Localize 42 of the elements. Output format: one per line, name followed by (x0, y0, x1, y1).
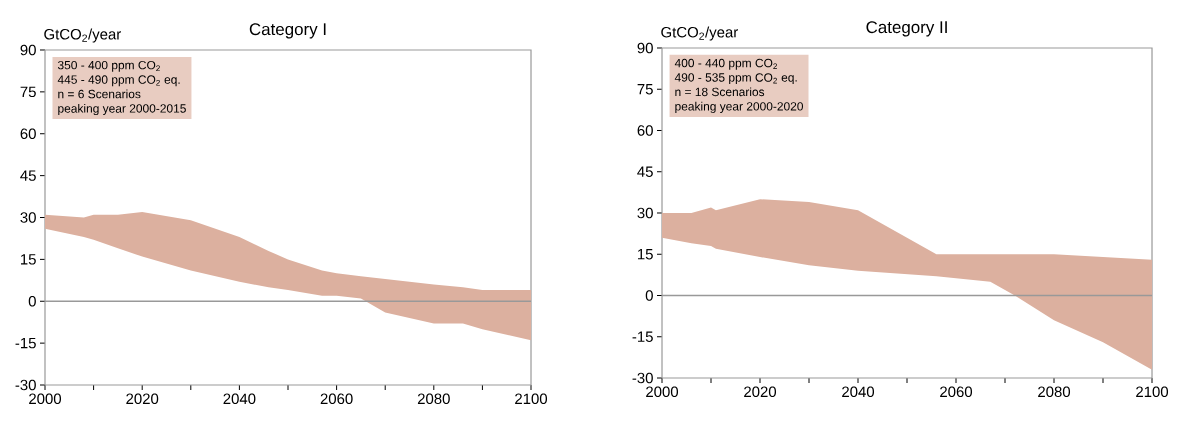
y-axis-title: GtCO$_{2}$/year (44, 28, 121, 43)
annotation: 400 - 440 ppm CO$_{2}$ (674, 58, 777, 70)
y-axis-title: GtCO$_{2}$/year (661, 26, 738, 41)
annotation: 350 - 400 ppm CO$_{2}$ (57, 60, 160, 72)
annotation: 445 - 490 ppm CO$_{2}$ eq. (57, 75, 180, 87)
y-tick-label: 90 (20, 44, 36, 56)
annotation: 490 - 535 ppm CO$_{2}$ eq. (674, 73, 797, 85)
x-tick-label: 2020 (744, 386, 777, 398)
annotation: n = 18 Scenarios (675, 87, 765, 97)
annotation: peaking year 2000-2020 (675, 101, 804, 113)
y-tick-label: -30 (632, 372, 653, 384)
y-tick-label: 0 (28, 295, 36, 307)
y-tick-label: 30 (637, 207, 653, 219)
y-tick-label: 45 (20, 170, 36, 181)
y-tick-label: -15 (632, 331, 653, 342)
chart-title: Category II (866, 21, 947, 37)
x-tick-label: 2080 (1038, 386, 1071, 398)
annotation: peaking year 2000-2015 (58, 103, 186, 116)
x-tick-label: 2040 (223, 393, 256, 405)
x-tick-label: 2100 (1136, 386, 1169, 398)
y-tick-label: 15 (638, 249, 653, 260)
x-tick-label: 2080 (417, 393, 450, 405)
y-tick-label: 90 (637, 42, 653, 54)
y-tick-label: 15 (21, 254, 36, 265)
x-tick-label: 2100 (515, 393, 548, 405)
y-tick-label: 30 (20, 212, 36, 223)
x-tick-label: 2060 (320, 393, 353, 405)
chart-title: Category I (249, 23, 326, 39)
y-tick-label: 75 (637, 84, 653, 95)
annotation: n = 6 Scenarios (58, 89, 141, 99)
y-tick-label: -30 (15, 379, 36, 391)
x-tick-label: 2000 (646, 386, 679, 398)
y-tick-label: 60 (20, 128, 36, 140)
x-tick-label: 2040 (842, 386, 875, 398)
x-tick-label: 2000 (29, 393, 62, 405)
y-tick-label: -15 (15, 337, 36, 349)
x-tick-label: 2020 (126, 393, 159, 405)
y-tick-label: 60 (637, 125, 653, 136)
y-tick-label: 75 (20, 86, 36, 98)
y-tick-label: 45 (637, 166, 653, 177)
y-tick-label: 0 (645, 290, 653, 301)
x-tick-label: 2060 (940, 386, 973, 398)
